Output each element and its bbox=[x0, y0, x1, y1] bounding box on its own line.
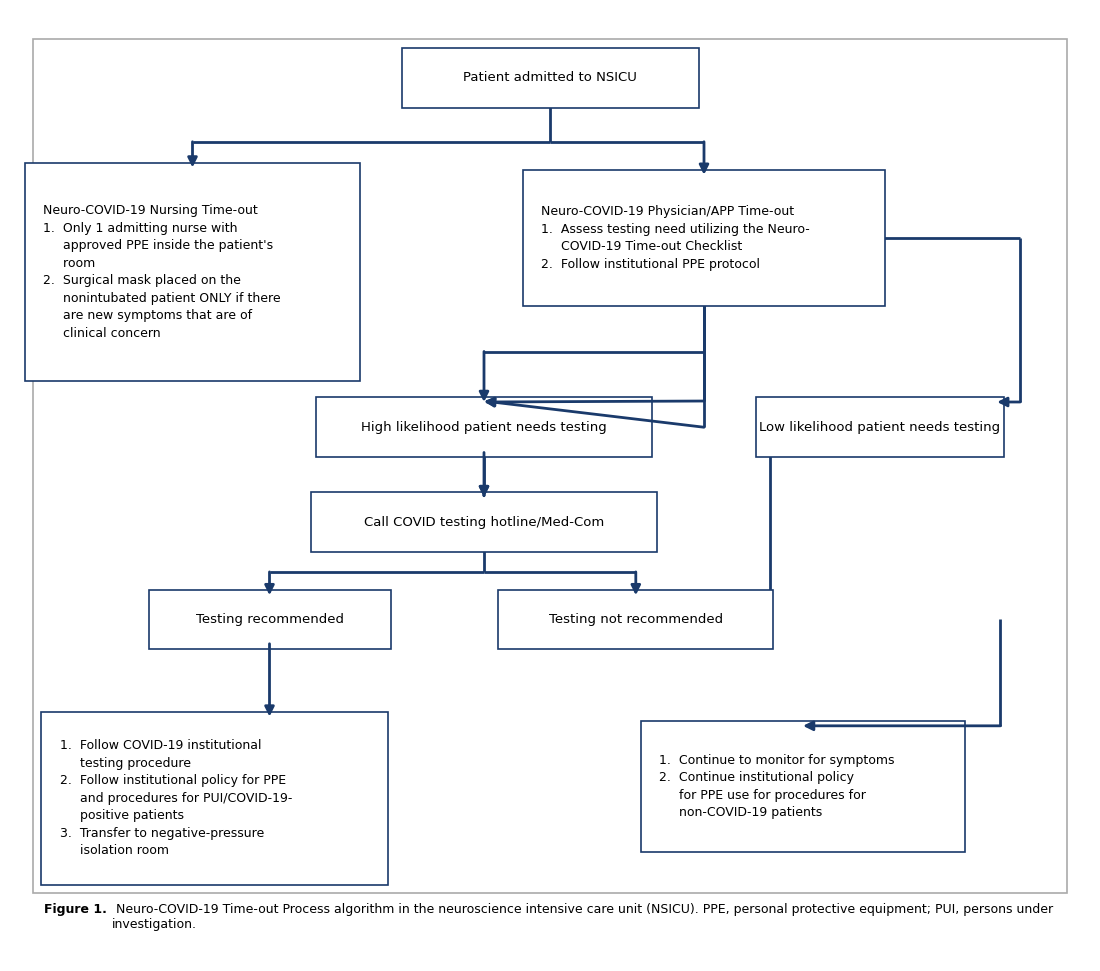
Text: Neuro-COVID-19 Physician/APP Time-out
1.  Assess testing need utilizing the Neur: Neuro-COVID-19 Physician/APP Time-out 1.… bbox=[541, 205, 810, 271]
FancyBboxPatch shape bbox=[42, 712, 388, 885]
FancyBboxPatch shape bbox=[24, 163, 361, 381]
Text: Testing recommended: Testing recommended bbox=[196, 613, 343, 626]
Text: Neuro-COVID-19 Time-out Process algorithm in the neuroscience intensive care uni: Neuro-COVID-19 Time-out Process algorith… bbox=[112, 903, 1054, 931]
Text: Patient admitted to NSICU: Patient admitted to NSICU bbox=[463, 71, 637, 84]
Text: Testing not recommended: Testing not recommended bbox=[549, 613, 723, 626]
FancyBboxPatch shape bbox=[402, 48, 698, 108]
Text: Figure 1.: Figure 1. bbox=[44, 903, 107, 916]
Text: Low likelihood patient needs testing: Low likelihood patient needs testing bbox=[759, 420, 1001, 434]
Text: Call COVID testing hotline/Med-Com: Call COVID testing hotline/Med-Com bbox=[364, 516, 604, 529]
Text: 1.  Continue to monitor for symptoms
2.  Continue institutional policy
     for : 1. Continue to monitor for symptoms 2. C… bbox=[660, 753, 895, 820]
Text: 1.  Follow COVID-19 institutional
     testing procedure
2.  Follow institutiona: 1. Follow COVID-19 institutional testing… bbox=[60, 739, 293, 857]
FancyBboxPatch shape bbox=[640, 720, 966, 853]
Text: Neuro-COVID-19 Nursing Time-out
1.  Only 1 admitting nurse with
     approved PP: Neuro-COVID-19 Nursing Time-out 1. Only … bbox=[43, 204, 282, 340]
FancyBboxPatch shape bbox=[498, 590, 773, 649]
FancyBboxPatch shape bbox=[522, 170, 886, 306]
FancyBboxPatch shape bbox=[757, 397, 1003, 457]
FancyBboxPatch shape bbox=[310, 492, 657, 552]
FancyBboxPatch shape bbox=[317, 397, 651, 457]
Text: High likelihood patient needs testing: High likelihood patient needs testing bbox=[361, 420, 607, 434]
FancyBboxPatch shape bbox=[148, 590, 390, 649]
